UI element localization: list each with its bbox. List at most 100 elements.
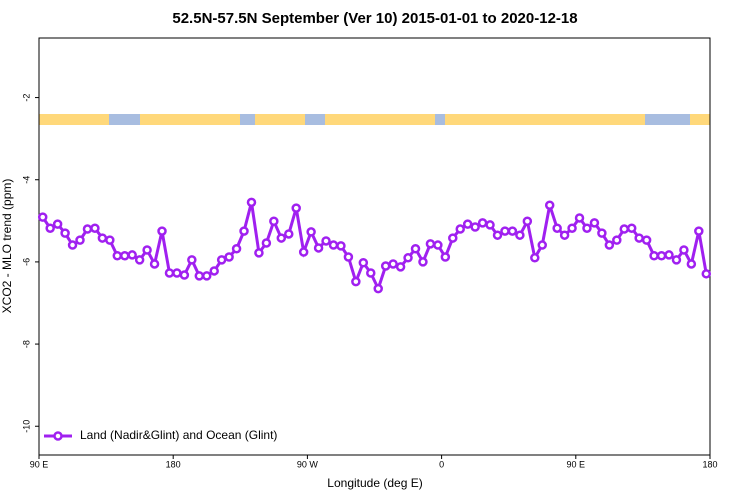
data-point [336, 241, 346, 251]
data-point [694, 226, 704, 236]
data-point [455, 224, 465, 234]
data-point [45, 223, 55, 233]
data-point [231, 244, 242, 254]
data-point [313, 243, 324, 253]
data-point [462, 219, 473, 229]
data-point [298, 247, 309, 257]
data-point [552, 223, 562, 233]
data-point [224, 252, 234, 262]
data-point [537, 240, 547, 250]
data-point [119, 250, 130, 261]
data-point [157, 226, 167, 236]
data-point [530, 253, 540, 263]
data-point [701, 269, 712, 279]
data-point [97, 233, 108, 243]
data-point [589, 218, 600, 228]
data-point [634, 233, 644, 243]
data-point [37, 212, 48, 222]
data-point [626, 223, 637, 233]
data-point [343, 252, 354, 262]
x-tick-label: 90 E [30, 459, 49, 469]
data-point [187, 255, 197, 265]
x-tick-label: 90 W [297, 459, 319, 469]
data-point [358, 257, 369, 268]
data-point [127, 250, 137, 260]
data-point [328, 240, 339, 250]
data-point [164, 268, 175, 278]
data-point [425, 239, 436, 249]
data-point [105, 235, 115, 245]
data-point [90, 223, 100, 233]
chart-title: 52.5N-57.5N September (Ver 10) 2015-01-0… [172, 10, 577, 27]
data-point [574, 213, 585, 223]
data-point [619, 224, 630, 234]
data-point [582, 223, 592, 233]
y-tick-label: -4 [21, 176, 31, 184]
data-point [172, 268, 182, 278]
data-point [485, 220, 495, 230]
data-point [149, 259, 160, 269]
data-point [492, 230, 503, 240]
data-point [216, 255, 227, 265]
data-point [388, 259, 398, 269]
data-point [470, 222, 480, 232]
plot-frame [38, 37, 711, 456]
data-point [67, 240, 78, 250]
land-ocean-strip [39, 114, 710, 125]
data-point [403, 253, 413, 263]
data-point [82, 224, 93, 234]
data-point [649, 250, 659, 261]
data-point [194, 271, 205, 281]
data-point [380, 261, 391, 271]
data-point [515, 230, 525, 240]
data-point [306, 227, 316, 237]
data-point [291, 203, 301, 213]
x-tick-label: 0 [439, 459, 444, 469]
data-point [142, 245, 152, 255]
data-point [671, 255, 682, 265]
data-point [433, 240, 443, 250]
y-tick-label: -10 [21, 420, 31, 433]
data-point [112, 250, 123, 261]
data-point [261, 238, 272, 248]
data-point [209, 266, 219, 276]
data-point [52, 219, 63, 229]
x-tick-label: 90 E [567, 459, 586, 469]
data-point [134, 255, 145, 265]
data-point [276, 233, 287, 243]
y-tick-label: -2 [21, 94, 31, 102]
data-point [60, 228, 70, 238]
data-point [239, 226, 249, 236]
x-tick-label: 180 [166, 459, 181, 469]
x-tick-label: 180 [702, 459, 717, 469]
data-point [559, 230, 570, 240]
data-point [544, 200, 555, 210]
data-point [477, 218, 488, 228]
data-point [664, 250, 674, 260]
data-point [254, 248, 264, 258]
data-point [507, 226, 518, 236]
legend-label: Land (Nadir&Glint) and Ocean (Glint) [80, 428, 277, 442]
data-point [284, 229, 294, 239]
data-point [612, 235, 622, 245]
y-axis-label: XCO2 - MLO trend (ppm) [0, 179, 14, 314]
data-point [440, 252, 451, 262]
data-point [395, 262, 406, 272]
data-point [321, 236, 331, 246]
data-point [679, 245, 689, 255]
data-point [686, 259, 697, 269]
data-point [410, 244, 421, 254]
data-point [656, 250, 667, 261]
data-point [500, 226, 510, 236]
x-axis-label: Longitude (deg E) [327, 476, 422, 490]
data-point [597, 228, 607, 238]
data-point [604, 240, 615, 250]
y-tick-label: -6 [21, 258, 31, 266]
data-point [418, 257, 428, 267]
data-point [179, 270, 190, 280]
data-point [269, 216, 279, 226]
data-point [351, 276, 361, 287]
data-point [366, 268, 376, 278]
data-point [373, 283, 383, 294]
data-point [448, 233, 458, 243]
